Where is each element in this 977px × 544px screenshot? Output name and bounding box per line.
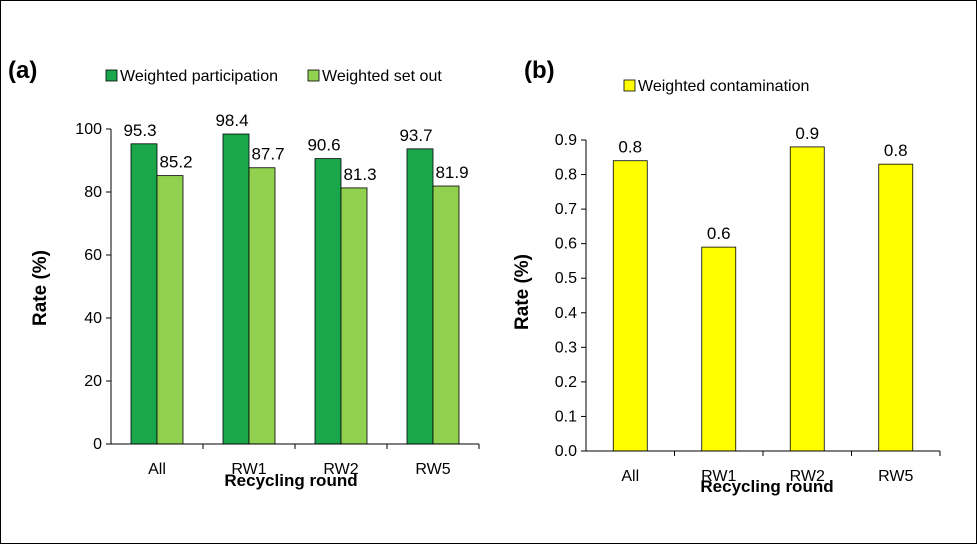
category-label-all: All — [148, 461, 166, 478]
y-tick-labels-a: 0 20 40 60 80 100 — [75, 121, 111, 453]
y-tick-label: 0.9 — [555, 132, 577, 149]
category-label-rw2: RW2 — [323, 461, 358, 478]
category-labels-a: All RW1 RW2 RW5 — [148, 444, 480, 478]
bar-weighted-set-out-rw1 — [248, 167, 276, 445]
chart-b: (b) Weighted contamination 0.00.10.20.30… — [512, 57, 941, 496]
category-label-rw2: RW2 — [790, 468, 825, 485]
bar-weighted-contamination-rw5 — [878, 163, 914, 452]
legend-swatch-weighted-set-out — [307, 69, 320, 82]
category-label-rw5: RW5 — [878, 468, 913, 485]
y-tick-label: 20 — [84, 373, 102, 390]
bars-a — [130, 133, 460, 445]
legend-swatch-weighted-participation — [105, 69, 118, 82]
bar-weighted-contamination-all — [612, 160, 648, 452]
y-axis-title-a: Rate (%) — [30, 250, 51, 326]
y-tick-label: 0.0 — [555, 443, 577, 460]
chart-a: (a) Weighted participation Weighted set … — [8, 57, 480, 490]
bar-weighted-set-out-all — [156, 175, 184, 445]
data-labels-a: 95.385.2 98.487.7 90.681.3 93.781.9 — [123, 111, 468, 184]
data-label-weighted-participation-rw1: 98.4 — [215, 111, 248, 130]
data-label-weighted-contamination-rw1: 0.6 — [707, 224, 731, 243]
bar-weighted-set-out-rw2 — [340, 187, 368, 445]
legend-label-weighted-set-out: Weighted set out — [322, 68, 442, 85]
y-tick-label: 0 — [93, 436, 102, 453]
category-label-rw1: RW1 — [701, 468, 736, 485]
category-labels-b: All RW1 RW2 RW5 — [621, 451, 941, 485]
legend-label-weighted-participation: Weighted participation — [120, 68, 278, 85]
bar-weighted-contamination-rw1 — [701, 246, 737, 452]
panel-label-b: (b) — [524, 57, 555, 84]
panel-label-a: (a) — [8, 57, 37, 84]
category-label-all: All — [621, 468, 639, 485]
bar-weighted-participation-rw2 — [314, 158, 342, 445]
data-label-weighted-set-out-rw2: 81.3 — [343, 165, 376, 184]
y-tick-label: 40 — [84, 310, 102, 327]
data-label-weighted-contamination-rw5: 0.8 — [884, 141, 908, 160]
bar-weighted-participation-rw5 — [406, 148, 434, 445]
bar-weighted-participation-rw1 — [222, 133, 250, 445]
y-axis-title-b: Rate (%) — [512, 254, 533, 330]
y-tick-label: 0.2 — [555, 374, 577, 391]
y-tick-label: 0.6 — [555, 236, 577, 253]
y-tick-label: 60 — [84, 247, 102, 264]
data-label-weighted-participation-rw5: 93.7 — [399, 126, 432, 145]
legend-label-weighted-contamination: Weighted contamination — [638, 78, 809, 95]
bar-weighted-contamination-rw2 — [789, 146, 825, 452]
bar-weighted-set-out-rw5 — [432, 185, 460, 445]
category-label-rw5: RW5 — [415, 461, 450, 478]
y-tick-label: 0.8 — [555, 167, 577, 184]
x-axis-title-b: Recycling round — [700, 477, 833, 496]
data-label-weighted-contamination-all: 0.8 — [618, 138, 642, 157]
category-label-rw1: RW1 — [231, 461, 266, 478]
legend-swatch-weighted-contamination — [623, 79, 636, 92]
data-label-weighted-set-out-rw5: 81.9 — [435, 163, 468, 182]
data-label-weighted-set-out-rw1: 87.7 — [251, 145, 284, 164]
y-tick-labels-b: 0.0 0.1 0.2 0.3 0.4 0.5 0.6 0.7 0.8 0.9 — [555, 132, 586, 460]
y-tick-label: 80 — [84, 184, 102, 201]
x-axis-title-a: Recycling round — [224, 471, 357, 490]
data-label-weighted-set-out-all: 85.2 — [159, 153, 192, 172]
bars-b — [612, 146, 914, 452]
y-tick-label: 100 — [75, 121, 102, 138]
bar-weighted-participation-all — [130, 143, 158, 445]
y-tick-label: 0.1 — [555, 408, 577, 425]
data-label-weighted-participation-rw2: 90.6 — [307, 136, 340, 155]
y-tick-label: 0.7 — [555, 201, 577, 218]
data-label-weighted-contamination-rw2: 0.9 — [795, 124, 819, 143]
y-tick-label: 0.3 — [555, 339, 577, 356]
data-labels-b: 0.8 0.6 0.9 0.8 — [618, 124, 907, 243]
data-label-weighted-participation-all: 95.3 — [123, 121, 156, 140]
y-tick-label: 0.5 — [555, 270, 577, 287]
y-tick-label: 0.4 — [555, 305, 577, 322]
